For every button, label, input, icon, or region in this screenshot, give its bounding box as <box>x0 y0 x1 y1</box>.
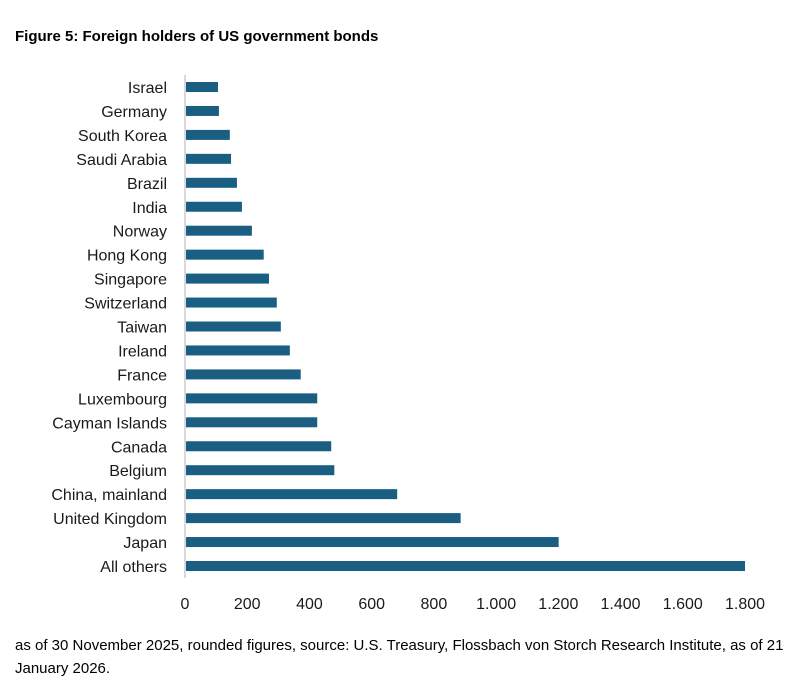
category-label: Cayman Islands <box>52 415 167 432</box>
bar-taiwan <box>186 321 281 332</box>
category-label: Hong Kong <box>87 248 167 265</box>
category-label: South Korea <box>78 128 167 145</box>
chart-title: Figure 5: Foreign holders of US governme… <box>15 28 379 45</box>
x-tick-label: 1.000 <box>476 596 516 613</box>
bar-france <box>186 369 301 380</box>
category-label: Ireland <box>118 343 167 360</box>
category-label: Israel <box>128 80 167 97</box>
x-tick-label: 1.800 <box>725 596 765 613</box>
x-tick-label: 200 <box>234 596 261 613</box>
x-tick-label: 600 <box>358 596 385 613</box>
x-tick-label: 1.200 <box>538 596 578 613</box>
category-label: Belgium <box>109 463 167 480</box>
category-label: Singapore <box>94 272 167 289</box>
category-label: Luxembourg <box>78 391 167 408</box>
bar-south-korea <box>186 129 230 140</box>
bar-brazil <box>186 177 237 188</box>
category-label: France <box>117 367 167 384</box>
bar-chart: Israel Germany South Korea Saudi Arabia Braz… <box>51 75 765 613</box>
bar-canada <box>186 441 332 452</box>
bar-belgium <box>186 465 335 476</box>
bar-japan <box>186 537 559 548</box>
bar-all-others <box>186 561 745 571</box>
category-label: Brazil <box>127 176 167 193</box>
bar-israel <box>186 82 218 92</box>
bar-united-kingdom <box>186 513 461 524</box>
x-tick-label: 1.400 <box>601 596 641 613</box>
bar-india <box>186 201 242 212</box>
bar-cayman-islands <box>186 417 318 428</box>
x-tick-label: 800 <box>421 596 448 613</box>
bar-norway <box>186 225 252 236</box>
bar-china-mainland <box>186 489 398 500</box>
category-label: Germany <box>101 104 167 121</box>
x-tick-label: 400 <box>296 596 323 613</box>
category-label: Japan <box>123 535 167 552</box>
category-label: Canada <box>111 439 167 456</box>
category-label: All others <box>100 559 167 576</box>
bar-hong-kong <box>186 249 264 260</box>
x-tick-label: 1.600 <box>663 596 703 613</box>
x-tick-label: 0 <box>181 596 190 613</box>
bar-ireland <box>186 345 290 356</box>
category-label: Saudi Arabia <box>76 152 167 169</box>
bar-singapore <box>186 273 269 284</box>
category-label: India <box>132 200 167 217</box>
category-label: Switzerland <box>84 296 167 313</box>
category-label: United Kingdom <box>53 511 167 528</box>
category-label: China, mainland <box>51 487 167 504</box>
footnote: as of 30 November 2025, rounded figures,… <box>15 637 784 677</box>
category-label: Taiwan <box>117 320 167 337</box>
bar-switzerland <box>186 297 277 308</box>
category-label: Norway <box>113 224 167 241</box>
bar-saudi-arabia <box>186 153 232 164</box>
bar-luxembourg <box>186 393 318 404</box>
bar-germany <box>186 105 219 116</box>
